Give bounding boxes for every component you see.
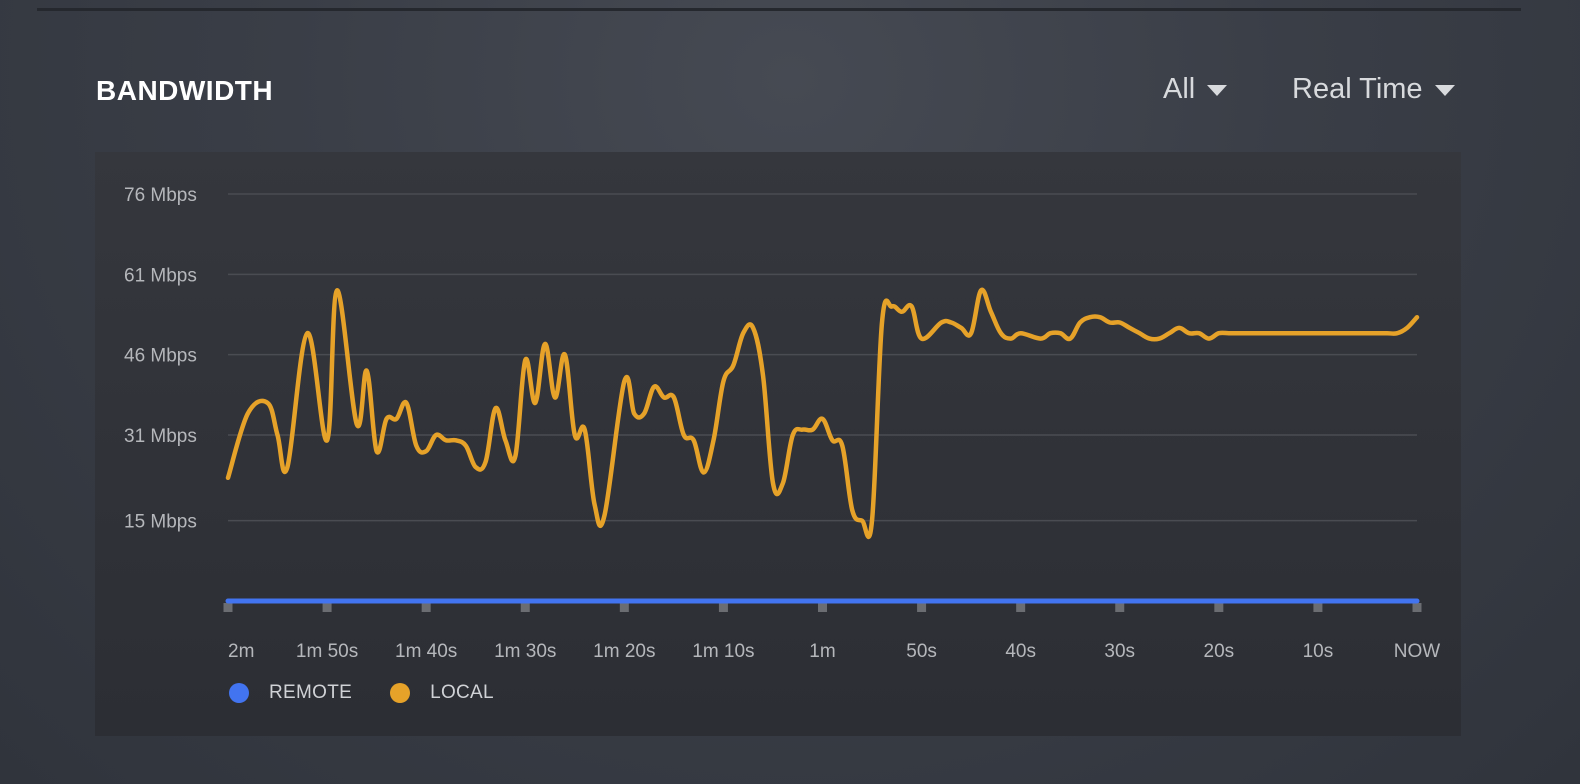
x-tick-mark [223,603,233,612]
x-tick-mark [1016,603,1026,612]
x-tick-label: 1m 50s [296,641,358,662]
time-range-dropdown-label: Real Time [1292,73,1423,105]
caret-down-icon [1207,85,1228,96]
legend-item-remote[interactable]: REMOTE [229,682,352,704]
legend-dot-remote [229,683,249,703]
x-tick-label: 1m 40s [395,641,457,662]
x-tick-mark [917,603,927,612]
chart-legend: REMOTE LOCAL [229,682,532,704]
x-tick-label: 2m [228,641,254,662]
x-tick-label: 40s [1005,641,1036,662]
x-tick-label: 1m 20s [593,641,655,662]
x-tick-mark [718,603,728,612]
y-tick-label: 46 Mbps [124,346,197,367]
caret-down-icon [1434,85,1455,96]
y-axis-labels: 15 Mbps 31 Mbps 46 Mbps 61 Mbps 76 Mbps [124,185,197,533]
series-lines [225,287,1420,604]
time-range-dropdown[interactable]: Real Time [1292,73,1455,106]
y-tick-label: 31 Mbps [124,426,197,447]
legend-label-local: LOCAL [430,682,494,703]
x-tick-label: 1m [809,641,835,662]
x-tick-label: 30s [1104,641,1135,662]
x-tick-label: NOW [1394,641,1441,662]
bandwidth-chart-panel: 15 Mbps 31 Mbps 46 Mbps 61 Mbps 76 Mbps 2m 1m… [95,152,1461,736]
section-title: BANDWIDTH [96,75,274,106]
x-tick-mark [1313,603,1323,612]
x-tick-mark [1214,603,1224,612]
x-tick-mark [520,603,530,612]
x-tick-mark [322,603,332,612]
x-tick-label: 20s [1204,641,1235,662]
bandwidth-header: BANDWIDTH All Real Time [96,70,1461,116]
filter-dropdown-label: All [1163,73,1196,105]
series-line-local [225,287,1420,540]
x-tick-mark [619,603,629,612]
x-tick-label: 50s [906,641,937,662]
y-tick-label: 15 Mbps [124,512,197,533]
bandwidth-chart: 15 Mbps 31 Mbps 46 Mbps 61 Mbps 76 Mbps 2m 1m… [124,185,1440,662]
x-tick-label: 10s [1303,641,1334,662]
legend-label-remote: REMOTE [269,682,353,703]
x-tick-mark [818,603,827,612]
x-tick-label: 1m 10s [692,641,754,662]
filter-dropdown[interactable]: All [1163,73,1228,106]
legend-item-local[interactable]: LOCAL [390,682,494,704]
x-tick-mark [421,603,431,612]
y-tick-label: 76 Mbps [124,185,197,206]
x-tick-mark [1115,603,1125,612]
x-tick-mark [1412,603,1422,612]
x-tick-label: 1m 30s [494,641,556,662]
grid-lines [223,193,1422,612]
x-axis-labels: 2m 1m 50s 1m 40s 1m 30s 1m 20s 1m 10s 1m 50s 40s… [228,641,1440,662]
y-tick-label: 61 Mbps [124,265,197,286]
legend-dot-local [390,683,411,703]
top-divider [37,8,1521,11]
